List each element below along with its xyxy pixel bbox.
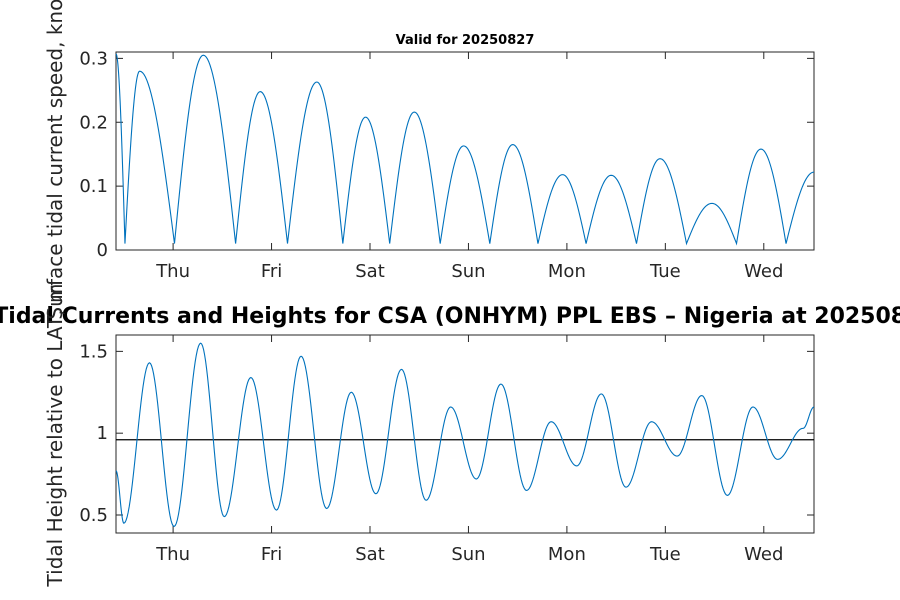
x-tick-label: Mon (548, 544, 586, 565)
y-tick-label: 1 (97, 423, 108, 444)
x-tick-label: Wed (744, 261, 783, 282)
y-tick-label: 0.5 (79, 505, 108, 526)
x-tick-label: Fri (261, 544, 282, 565)
y-tick-label: 0.1 (79, 176, 108, 197)
x-tick-label: Thu (155, 261, 190, 282)
plot-frame (115, 334, 815, 534)
x-tick-label: Fri (261, 261, 282, 282)
y-tick-label: 0.2 (79, 112, 108, 133)
series-line (115, 53, 815, 246)
tidal-height-title: Tidal Currents and Heights for CSA (ONHY… (0, 304, 900, 329)
x-tick-label: Sun (451, 544, 485, 565)
y-tick-label: 0 (97, 240, 108, 261)
x-tick-label: Tue (649, 544, 681, 565)
tidal-height-axes: 0.5 1 1.5 Thu Fri Sat Sun Mon Tue Wed (79, 334, 815, 565)
x-tick-label: Tue (649, 261, 681, 282)
series-line (115, 342, 815, 528)
y-tick-label: 0.3 (79, 48, 108, 69)
x-tick-label: Sun (451, 261, 485, 282)
tidal-height-ylabel: Tidal Height relative to LAT, m (43, 284, 67, 588)
plot-frame (115, 51, 815, 251)
current-speed-axes: 0 0.1 0.2 0.3 Thu Fri Sat Sun Mon Tue Wed (79, 48, 815, 282)
current-speed-ylabel: Surface tidal current speed, knots (43, 0, 67, 320)
current-speed-title: Valid for 20250827 (396, 33, 535, 48)
y-tick-label: 1.5 (79, 341, 108, 362)
x-tick-label: Mon (548, 261, 586, 282)
x-tick-label: Wed (744, 544, 783, 565)
x-tick-label: Thu (155, 544, 190, 565)
x-tick-label: Sat (355, 544, 385, 565)
x-tick-label: Sat (355, 261, 385, 282)
